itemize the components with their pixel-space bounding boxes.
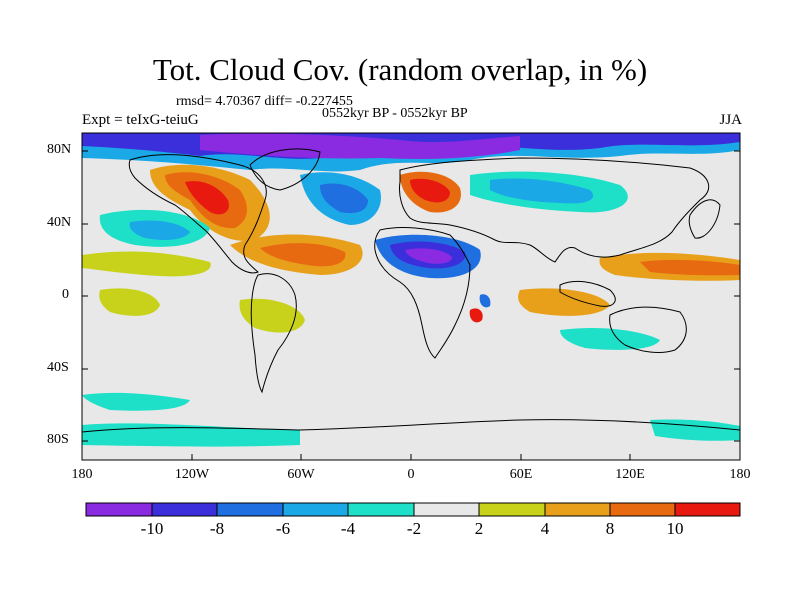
colorbar-label: -10 — [140, 519, 164, 538]
colorbar-swatch-10 — [674, 502, 741, 517]
y-tick-label: 80S — [47, 432, 69, 447]
y-tick-label: 0 — [62, 287, 69, 302]
colorbar-label: -4 — [340, 519, 356, 538]
colorbar-swatch-8 — [544, 502, 611, 517]
colorbar-label: -6 — [275, 519, 291, 538]
colorbar-label: 4 — [540, 519, 550, 538]
colorbar-swatch-3 — [216, 502, 284, 517]
y-tick-label: 80N — [47, 142, 72, 157]
x-tick-label: 60W — [287, 467, 315, 482]
x-tick-label: 120W — [174, 467, 210, 482]
x-tick-label: 180 — [729, 467, 751, 482]
coastlines — [82, 148, 740, 433]
colorbar-label: -8 — [209, 519, 225, 538]
colorbar-label: 8 — [605, 519, 615, 538]
colorbar — [85, 502, 741, 517]
y-tick-label: 40S — [47, 360, 69, 375]
colorbar-label: -2 — [406, 519, 422, 538]
colorbar-swatch-1 — [85, 502, 153, 517]
anomaly-field — [82, 133, 740, 447]
y-tick-marks — [82, 150, 740, 442]
period-label: 0552kyr BP - 0552kyr BP — [322, 106, 468, 121]
x-tick-label: 60E — [509, 467, 533, 482]
colorbar-label: 10 — [666, 519, 684, 538]
map-title: Tot. Cloud Cov. (random overlap, in %) — [152, 52, 648, 87]
colorbar-swatch-2 — [151, 502, 218, 517]
season-label: JJA — [719, 112, 742, 128]
x-tick-label: 180 — [71, 467, 93, 482]
colorbar-swatch-6 — [413, 502, 480, 517]
colorbar-swatch-7 — [478, 502, 546, 517]
x-tick-marks — [81, 454, 741, 460]
experiment-label: Expt = teIxG-teiuG — [82, 112, 199, 128]
x-tick-label: 0 — [407, 467, 415, 482]
colorbar-swatch-5 — [347, 502, 415, 517]
colorbar-swatch-9 — [609, 502, 676, 517]
stats-label: rmsd= 4.70367 diff= -0.227455 — [176, 94, 353, 109]
colorbar-swatch-4 — [282, 502, 349, 517]
x-tick-label: 120E — [615, 467, 645, 482]
y-tick-label: 40N — [47, 215, 72, 230]
colorbar-label: 2 — [474, 519, 484, 538]
